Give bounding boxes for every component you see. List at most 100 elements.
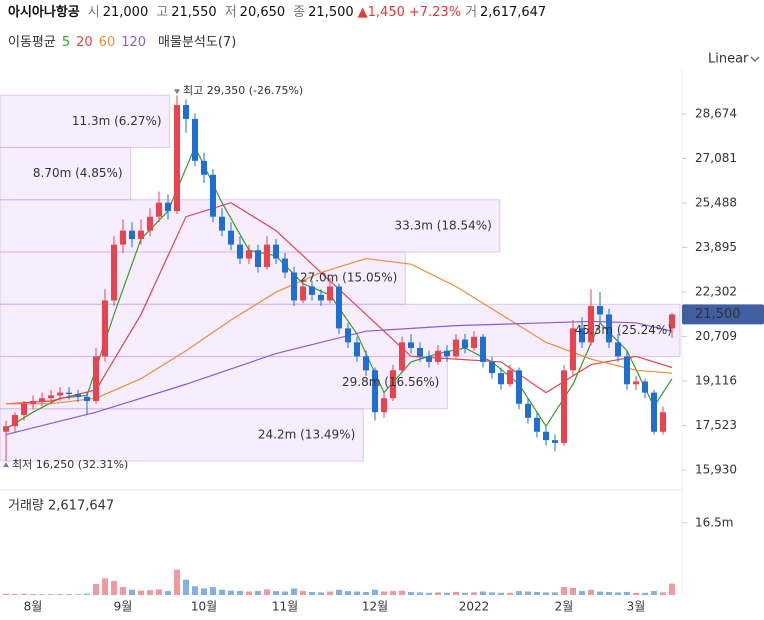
scale-label[interactable]: Linear	[708, 52, 749, 67]
candle-body	[435, 350, 441, 362]
quote-value: 2,617,647	[480, 5, 546, 20]
ma-line	[5, 202, 673, 405]
volume-bar	[102, 578, 108, 595]
legend-entry: 20	[76, 35, 93, 50]
volume-bar	[84, 593, 90, 595]
quote-label: 종	[293, 5, 305, 20]
candle-body	[453, 339, 459, 357]
candle-body	[111, 244, 117, 301]
quote-label: 저	[225, 5, 237, 20]
candle-body	[633, 381, 639, 385]
volume-bar	[399, 590, 405, 595]
candle-body	[606, 314, 612, 343]
y-tick-label: 28,674	[695, 107, 737, 121]
candle-body	[273, 244, 279, 259]
x-tick-label: 11월	[272, 600, 298, 614]
candle-body	[201, 160, 207, 175]
volume-bar	[552, 592, 558, 595]
candle-body	[174, 104, 180, 212]
candle-body	[516, 370, 522, 404]
candle-body	[309, 286, 315, 295]
volume-bar	[219, 589, 225, 595]
volume-bar	[120, 587, 126, 595]
scale-button[interactable]	[700, 46, 760, 72]
y-tick-label: 22,302	[695, 285, 737, 299]
candle-body	[291, 272, 297, 301]
candle-body	[498, 373, 504, 385]
candle-body	[669, 314, 675, 329]
candle-body	[399, 342, 405, 371]
x-tick-label: 12월	[362, 600, 388, 614]
low-label: 최저 16,250 (32.31%)	[12, 458, 128, 471]
volume-bar	[183, 579, 189, 595]
volume-bar	[3, 593, 9, 595]
volume-bar	[381, 591, 387, 595]
candle-body	[390, 370, 396, 399]
candle-body	[102, 300, 108, 357]
volume-bar	[354, 591, 360, 595]
x-tick-label: 9월	[114, 600, 133, 614]
high-label: 최고 29,350 (-26.75%)	[183, 84, 303, 97]
legend-entry: 5	[62, 35, 70, 50]
volume-bar	[39, 594, 45, 595]
candle-body	[120, 230, 126, 245]
volume-bar	[462, 592, 468, 595]
candle-body	[192, 118, 198, 161]
quote-value: 21,000	[103, 5, 149, 20]
volume-bar	[435, 592, 441, 595]
volume-bar	[498, 592, 504, 595]
volume-bar	[588, 589, 594, 595]
candle-body	[345, 328, 351, 343]
candle-body	[21, 403, 27, 415]
candle-body	[642, 381, 648, 393]
high-marker	[174, 89, 180, 95]
volume-bar	[12, 593, 18, 595]
y-tick-label: 27,081	[695, 151, 737, 165]
quote-label: 거	[465, 5, 477, 20]
volume-bar	[669, 583, 675, 595]
change: ▲1,450	[358, 5, 405, 20]
volume-bar	[336, 589, 342, 595]
candle-body	[363, 356, 369, 371]
volume-bar	[282, 591, 288, 595]
profile-label: 27.0m (15.05%)	[300, 271, 397, 285]
candle-body	[471, 336, 477, 348]
volume-bar	[156, 589, 162, 595]
candle-body	[57, 392, 63, 396]
quote-value: 20,650	[240, 5, 286, 20]
candle-body	[39, 398, 45, 402]
volume-bar	[633, 592, 639, 595]
volume-bar	[264, 589, 270, 595]
volume-bar	[579, 591, 585, 595]
volume-bar	[129, 589, 135, 595]
volume-bar	[480, 591, 486, 595]
x-tick-label: 2월	[555, 600, 574, 614]
volume-bar	[525, 591, 531, 595]
volume-bar	[615, 592, 621, 595]
candle-body	[183, 104, 189, 119]
x-tick-label: 8월	[24, 600, 43, 614]
candle-body	[660, 412, 666, 432]
volume-tick-label: 16.5m	[695, 515, 733, 529]
volume-bar	[327, 591, 333, 595]
legend-profile: 매물분석도(7)	[158, 35, 236, 50]
candle-body	[381, 398, 387, 413]
ma-line	[6, 257, 673, 405]
y-tick-label: 15,930	[695, 463, 737, 477]
volume-bar	[300, 591, 306, 595]
profile-label: 11.3m (6.27%)	[72, 114, 162, 128]
candle-body	[282, 258, 288, 273]
profile-label: 29.8m (16.56%)	[342, 375, 439, 389]
candle-body	[129, 230, 135, 240]
volume-bar	[138, 590, 144, 595]
legend-title: 이동평균	[8, 35, 56, 50]
volume-bar	[606, 591, 612, 595]
candle-body	[525, 403, 531, 418]
volume-bar	[372, 589, 378, 595]
volume-bar	[570, 588, 576, 595]
profile-bar	[0, 94, 171, 148]
volume-bar	[93, 584, 99, 595]
ma-line	[5, 145, 673, 430]
last-price-label: 21,500	[695, 307, 741, 322]
volume-bar	[642, 592, 648, 595]
